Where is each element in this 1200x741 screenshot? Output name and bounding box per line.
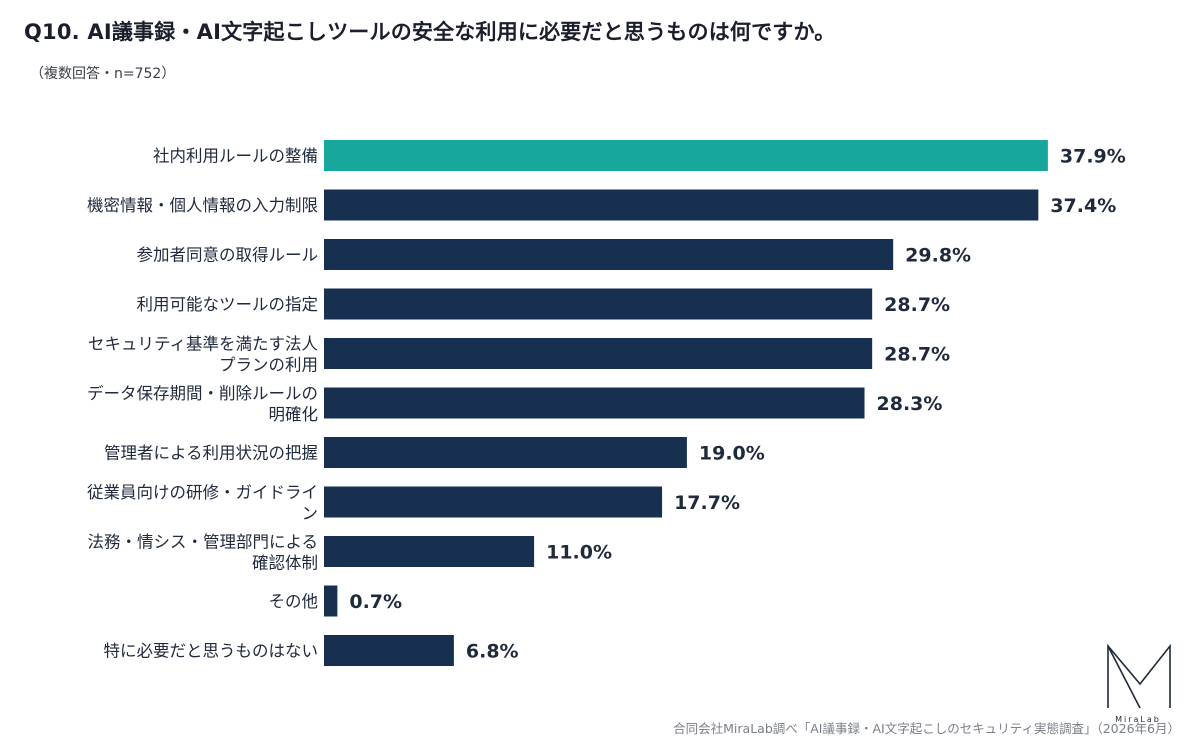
category-label-10: その他 <box>269 592 319 611</box>
value-label-3: 29.8% <box>905 245 971 267</box>
category-label-2: 機密情報・個人情報の入力制限 <box>87 196 318 215</box>
category-label-3: 参加者同意の取得ルール <box>137 246 319 265</box>
category-label-11: 特に必要だと思うものはない <box>104 642 319 661</box>
value-label-5: 28.7% <box>884 344 950 366</box>
value-label-2: 37.4% <box>1050 195 1116 217</box>
value-label-8: 17.7% <box>674 492 740 514</box>
category-label-1: 社内利用ルールの整備 <box>153 147 318 166</box>
chart-title: Q10. AI議事録・AI文字起こしツールの安全な利用に必要だと思うものは何です… <box>24 20 836 44</box>
category-label-8: 従業員向けの研修・ガイドライン <box>87 483 318 523</box>
category-label-5: セキュリティ基準を満たす法人プランの利用 <box>88 335 318 375</box>
category-label-6: データ保存期間・削除ルールの明確化 <box>87 383 318 424</box>
bar-6 <box>324 387 865 419</box>
miralab-logo-icon: MiraLab <box>1107 643 1171 724</box>
category-label-9: 法務・情シス・管理部門による確認体制 <box>87 533 318 573</box>
bar-5 <box>324 338 873 369</box>
bar-11 <box>324 635 454 666</box>
value-label-1: 37.9% <box>1060 146 1126 168</box>
value-label-7: 19.0% <box>699 443 765 465</box>
value-label-4: 28.7% <box>884 294 950 316</box>
logo-text: MiraLab <box>1115 715 1161 724</box>
category-label-4: 利用可能なツールの指定 <box>137 295 319 314</box>
bar-10 <box>324 585 338 617</box>
bar-7 <box>324 437 687 468</box>
bar-2 <box>324 189 1039 221</box>
category-label-7: 管理者による利用状況の把握 <box>104 444 318 463</box>
bar-1 <box>324 140 1048 171</box>
bar-3 <box>324 239 894 270</box>
bar-8 <box>324 486 663 518</box>
value-label-9: 11.0% <box>546 542 612 564</box>
value-label-11: 6.8% <box>466 641 519 663</box>
bar-4 <box>324 288 873 320</box>
value-label-10: 0.7% <box>349 591 402 613</box>
bar-9 <box>324 536 535 567</box>
chart-subtitle: （複数回答・n=752） <box>30 66 176 82</box>
value-label-6: 28.3% <box>877 393 943 415</box>
source-note: 合同会社MiraLab調べ「AI議事録・AI文字起こしのセキュリティ実態調査」（… <box>673 721 1180 736</box>
